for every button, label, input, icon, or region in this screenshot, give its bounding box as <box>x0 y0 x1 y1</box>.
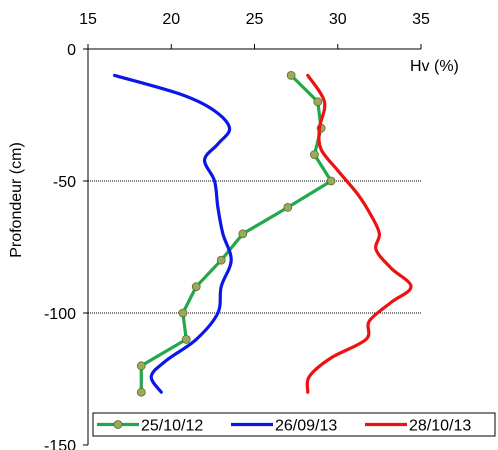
x-tick-label: 20 <box>162 11 180 28</box>
y-tick-label: -50 <box>53 174 76 191</box>
data-point <box>238 229 248 239</box>
tick-labels: 15 20 25 30 35 0 -50 -100 -150 <box>44 11 430 450</box>
x-tick-label: 30 <box>329 11 347 28</box>
data-point <box>136 387 146 397</box>
series-2 <box>113 73 233 394</box>
y-tick-label: -150 <box>44 438 76 450</box>
data-point <box>313 97 323 107</box>
axes <box>83 44 422 446</box>
data-point <box>178 308 188 318</box>
series-line <box>139 73 333 394</box>
x-tick-label: 15 <box>79 11 97 28</box>
legend-box <box>92 412 496 437</box>
x-tick-label: 35 <box>412 11 430 28</box>
legend-label: 25/10/12 <box>141 418 203 435</box>
legend: 25/10/12 26/09/13 28/10/13 <box>92 412 496 437</box>
series-3 <box>305 73 413 394</box>
legend-marker <box>113 420 123 429</box>
legend-item: 26/09/13 <box>231 418 337 435</box>
legend-label: 28/10/13 <box>409 418 471 435</box>
y-axis-label: Profondeur (cm) <box>8 142 25 258</box>
data-point <box>286 71 296 80</box>
series-line <box>305 73 413 394</box>
data-point <box>326 176 336 186</box>
data-point <box>136 361 146 371</box>
legend-item: 25/10/12 <box>97 418 203 435</box>
y-tick-label: 0 <box>67 42 76 59</box>
x-axis-label: Hv (%) <box>410 58 459 75</box>
gridlines <box>88 180 421 314</box>
x-tick-label: 25 <box>246 11 264 28</box>
series-line <box>113 73 233 394</box>
data-point <box>181 334 191 344</box>
data-point <box>191 282 201 292</box>
legend-item: 28/10/13 <box>365 418 471 435</box>
data-point <box>216 255 226 265</box>
data-point <box>283 202 293 212</box>
series-lines <box>113 71 413 397</box>
y-tick-label: -100 <box>44 306 76 323</box>
series-1 <box>136 71 336 397</box>
data-point <box>310 150 319 160</box>
legend-label: 26/09/13 <box>275 418 337 435</box>
